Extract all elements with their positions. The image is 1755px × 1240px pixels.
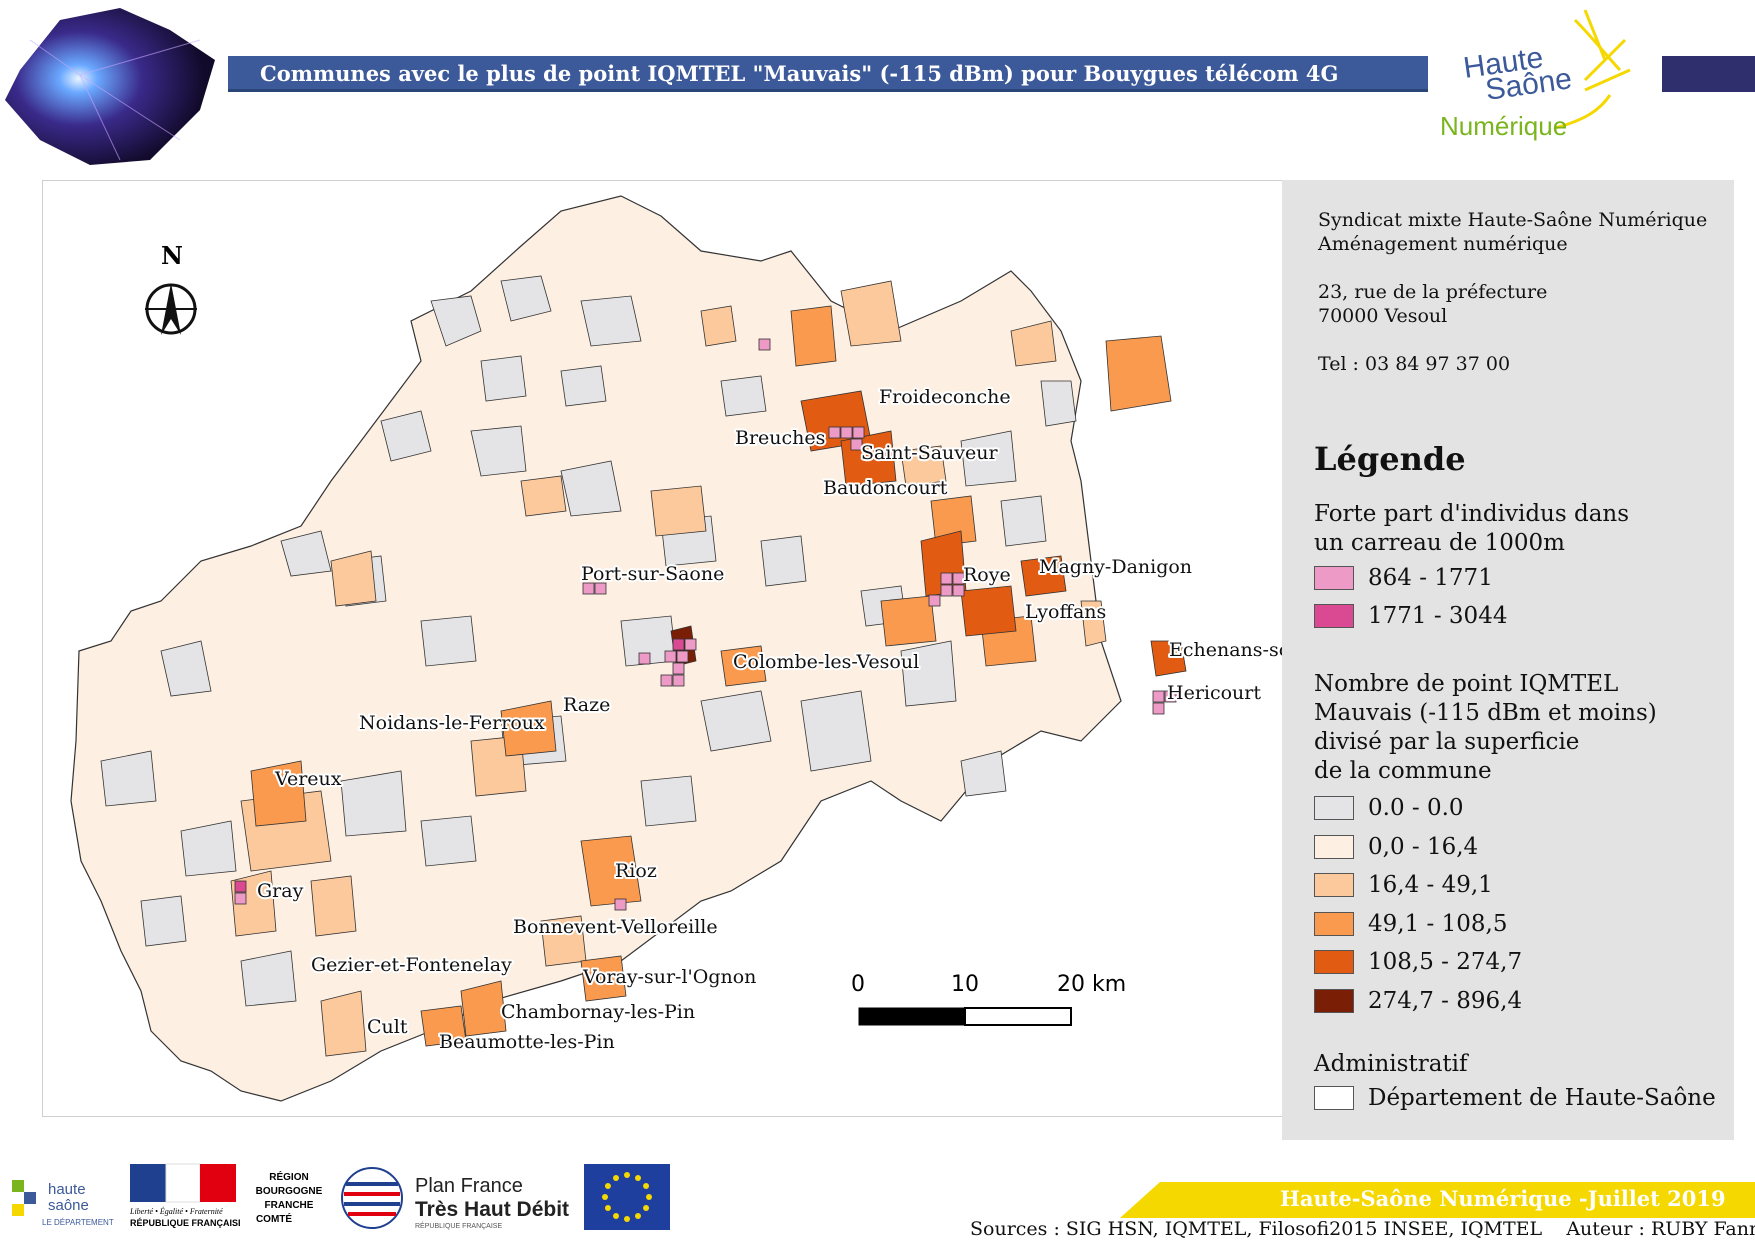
svg-text:Très Haut Débit: Très Haut Débit [415,1198,569,1221]
label-port-sur-saone: Port-sur-Saone [581,563,724,585]
label-saint-sauveur: Saint-Sauveur [861,442,999,464]
label-rioz: Rioz [615,860,657,882]
legend-item-density-2: 1771 - 3044 [1314,603,1507,629]
svg-text:RÉGION: RÉGION [269,1170,308,1183]
label-gray: Gray [257,880,304,902]
info-line2: Aménagement numérique [1318,233,1568,255]
logo-line3: Numérique [1440,111,1567,141]
info-line3: 23, rue de la préfecture [1318,281,1548,303]
label-froideconche: Froideconche [879,386,1011,408]
european-union-flag [584,1164,670,1230]
legend-swatch [1314,1086,1354,1110]
legend-item-iqmtel-1: 0.0 - 0.0 [1314,795,1464,821]
legend-swatch [1314,873,1354,897]
map: Froideconche Breuches Saint-Sauveur Baud… [70,195,1451,1102]
north-arrow: N [145,241,197,335]
label-gezier-et-fontenelay: Gezier-et-Fontenelay [311,954,512,976]
legend-item-density-1: 864 - 1771 [1314,565,1493,591]
label-colombe-les-vesoul: Colombe-les-Vesoul [733,651,919,673]
legend-title: Légende [1314,440,1466,478]
haute-saone-numerique-logo: Haute Saône Numérique [1440,9,1631,141]
map-title: Communes avec le plus de point IQMTEL "M… [260,61,1339,86]
commune-patches [100,275,1187,1057]
footer-title: Haute-Saône Numérique -Juillet 2019 [1280,1186,1726,1211]
haute-saone-departement-logo: haute saône LE DÉPARTEMENT [8,1170,123,1230]
svg-text:saône: saône [48,1197,89,1214]
scale-bar: 0 10 20 km [851,972,1126,1026]
legend-swatch [1314,604,1354,628]
label-roye: Roye [963,564,1011,586]
label-vereux: Vereux [274,768,342,790]
scale-tick-20: 20 km [1057,972,1126,997]
svg-text:Plan France: Plan France [415,1175,523,1197]
map-frame: Froideconche Breuches Saint-Sauveur Baud… [42,180,1451,1117]
legend-item-iqmtel-5: 108,5 - 274,7 [1314,949,1522,975]
label-chambornay-les-pin: Chambornay-les-Pin [501,1001,695,1023]
header-accent-bar [1662,56,1755,92]
label-cult: Cult [367,1016,408,1038]
svg-text:RÉPUBLIQUE FRANÇAISE: RÉPUBLIQUE FRANÇAISE [130,1218,240,1228]
legend-item-iqmtel-2: 0,0 - 16,4 [1314,834,1478,860]
svg-text:COMTÉ: COMTÉ [256,1212,292,1225]
legend-swatch [1314,912,1354,936]
legend-item-department: Département de Haute-Saône [1314,1085,1716,1111]
label-noidans-le-ferroux: Noidans-le-Ferroux [359,712,545,734]
svg-text:RÉPUBLIQUE FRANÇAISE: RÉPUBLIQUE FRANÇAISE [415,1221,502,1230]
scale-tick-10: 10 [951,972,979,997]
legend-item-iqmtel-6: 274,7 - 896,4 [1314,988,1522,1014]
legend-swatch [1314,796,1354,820]
plan-france-tres-haut-debit-logo: Plan France Très Haut Débit RÉPUBLIQUE F… [340,1164,580,1232]
svg-text:FRANCHE: FRANCHE [265,1200,314,1211]
info-line4: 70000 Vesoul [1318,305,1448,327]
legend-group2-heading1: Nombre de point IQMTEL [1314,671,1619,697]
header-decoration-image [5,8,215,165]
sources-credits: Sources : SIG HSN, IQMTEL, Filosofi2015 … [970,1218,1755,1240]
label-hericourt: Hericourt [1167,682,1261,704]
legend-swatch [1314,950,1354,974]
legend-group3-heading: Administratif [1314,1051,1468,1077]
label-lyoffans: Lyoffans [1025,601,1106,623]
label-magny-danigon: Magny-Danigon [1039,556,1192,578]
legend-group2-heading3: divisé par la superficie [1314,729,1580,755]
republique-francaise-logo: Liberté • Égalité • Fraternité RÉPUBLIQU… [128,1162,244,1232]
legend-item-iqmtel-3: 16,4 - 49,1 [1314,872,1493,898]
legend-swatch [1314,566,1354,590]
population-density-squares [234,338,1177,911]
label-breuches: Breuches [735,427,825,449]
legend-swatch [1314,835,1354,859]
footer-bar [1120,1182,1755,1218]
label-baudoncourt: Baudoncourt [823,477,948,499]
label-bonnevent-velloreille: Bonnevent-Velloreille [513,916,718,938]
legend-group1-heading1: Forte part d'individus dans [1314,501,1630,527]
legend-panel: Syndicat mixte Haute-Saône Numérique Amé… [1282,180,1734,1140]
legend-group2-heading4: de la commune [1314,758,1492,784]
scale-tick-0: 0 [851,972,865,997]
legend-swatch [1314,989,1354,1013]
legend-group2-heading2: Mauvais (-115 dBm et moins) [1314,700,1657,726]
label-beaumotte-les-pin: Beaumotte-les-Pin [439,1031,615,1053]
svg-text:LE DÉPARTEMENT: LE DÉPARTEMENT [42,1218,114,1227]
label-voray-sur-lognon: Voray-sur-l'Ognon [582,966,756,988]
info-line1: Syndicat mixte Haute-Saône Numérique [1318,209,1708,231]
svg-text:Liberté • Égalité • Fraternité: Liberté • Égalité • Fraternité [129,1206,223,1216]
label-raze: Raze [563,694,610,716]
legend-group1-heading2: un carreau de 1000m [1314,530,1565,556]
legend-item-iqmtel-4: 49,1 - 108,5 [1314,911,1507,937]
header-bar [228,56,1428,92]
info-line5: Tel : 03 84 97 37 00 [1318,353,1511,375]
region-bourgogne-franche-comte-logo: RÉGION BOURGOGNE FRANCHE COMTÉ [254,1160,324,1232]
north-label: N [161,241,183,270]
label-echenans: Echenans-sous-Mont-Vaudois [1169,639,1283,661]
svg-text:BOURGOGNE: BOURGOGNE [256,1186,323,1197]
svg-text:haute: haute [48,1181,86,1198]
